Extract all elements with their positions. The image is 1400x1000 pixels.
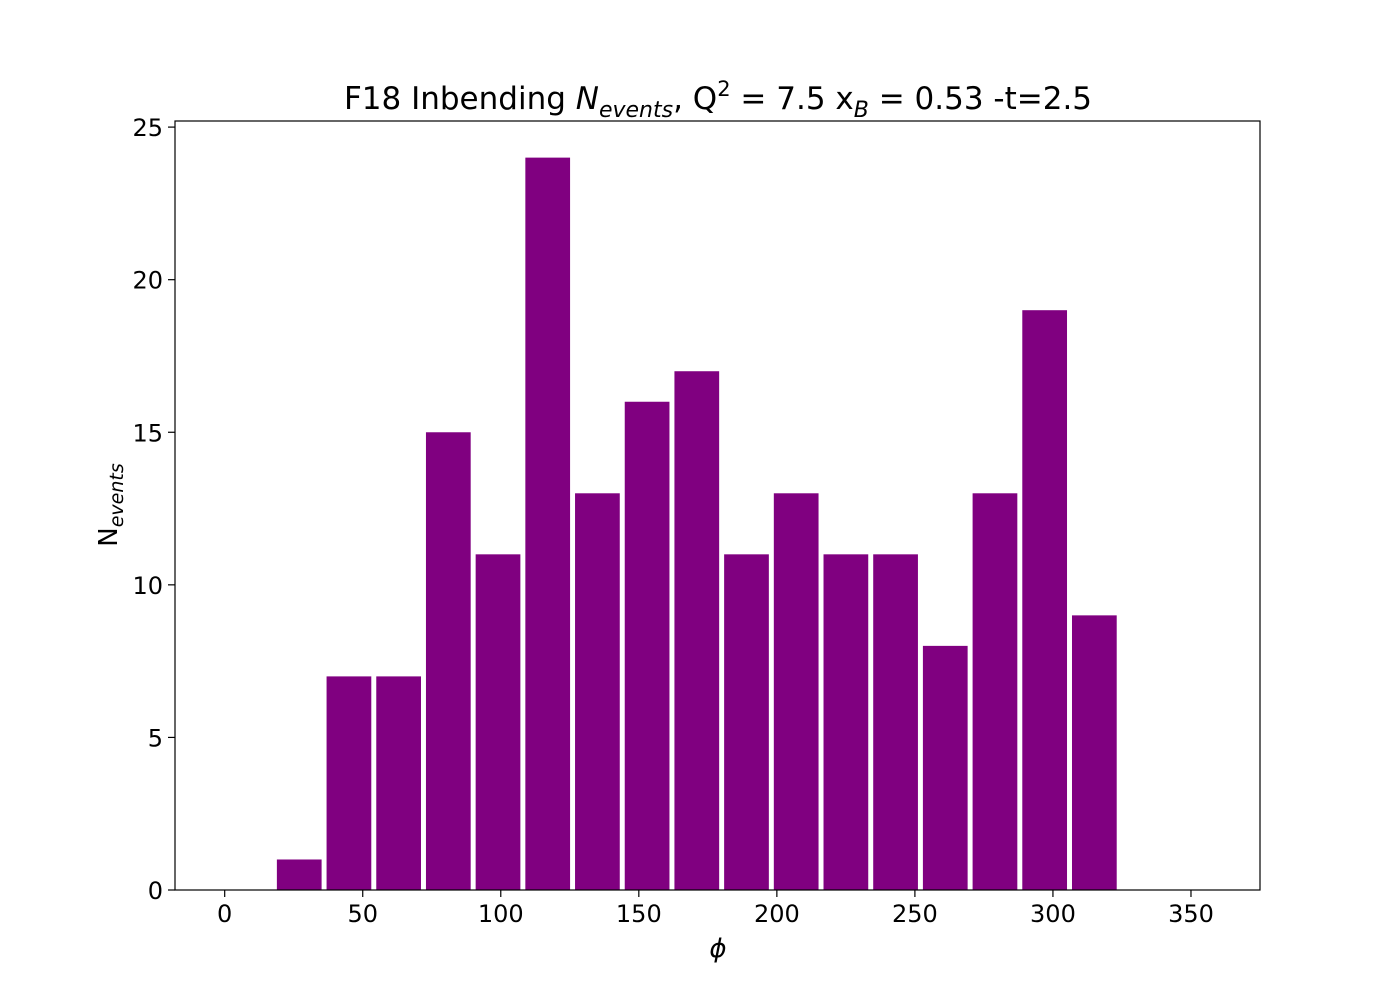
bar [575, 493, 620, 890]
bar [674, 371, 720, 890]
bar [475, 554, 521, 890]
bar [972, 493, 1018, 890]
x-tick-label: 300 [1030, 900, 1076, 928]
bar [1022, 310, 1068, 890]
y-tick-label: 10 [132, 572, 163, 600]
y-tick-label: 15 [132, 419, 163, 447]
bar [1071, 615, 1117, 890]
bar [624, 401, 670, 890]
chart-title: F18 Inbending Nevents, Q2 = 7.5 xB = 0.5… [344, 77, 1092, 123]
x-tick-label: 200 [754, 900, 800, 928]
bar [823, 554, 869, 890]
x-axis-label: ϕ [709, 934, 726, 964]
bar [525, 157, 571, 891]
y-tick-label: 0 [148, 877, 163, 905]
bar [873, 554, 918, 890]
x-tick-label: 250 [892, 900, 938, 928]
bar [276, 859, 322, 890]
x-tick-label: 50 [347, 900, 378, 928]
x-tick-label: 150 [616, 900, 662, 928]
bar [326, 676, 372, 890]
x-tick-label: 100 [478, 900, 524, 928]
x-tick-label: 0 [217, 900, 232, 928]
bar [724, 554, 769, 890]
x-tick-label: 350 [1168, 900, 1214, 928]
bar [425, 432, 471, 890]
y-axis-ticks: 0 5 10 15 20 25 [132, 114, 175, 905]
plot-frame [174, 120, 1261, 891]
bar [922, 645, 968, 890]
y-axis-label: Nevents [94, 463, 128, 547]
bar [376, 676, 421, 890]
y-tick-label: 20 [132, 267, 163, 295]
y-tick-label: 5 [148, 724, 163, 752]
x-axis-ticks: 0 50 100 150 200 250 300 350 [217, 890, 1214, 928]
bar [773, 493, 819, 890]
y-tick-label: 25 [132, 114, 163, 142]
bars-group [276, 157, 1117, 891]
